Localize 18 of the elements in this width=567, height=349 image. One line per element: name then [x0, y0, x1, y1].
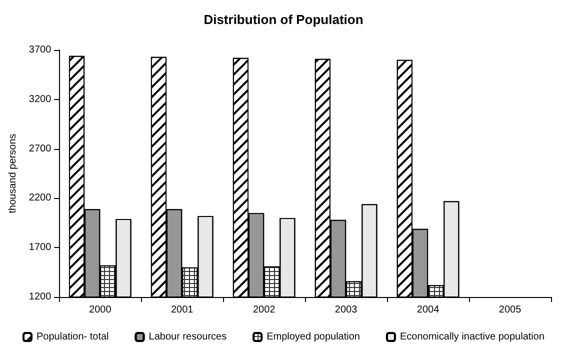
x-tick-label: 2004 — [416, 304, 440, 316]
legend-label: Economically inactive population — [400, 332, 545, 342]
legend-label: Labour resources — [148, 332, 227, 342]
legend-label: Population- total — [36, 332, 109, 342]
y-tick-label: 1200 — [28, 292, 52, 302]
y-tick-label: 2700 — [28, 143, 52, 154]
y-tick-label: 3700 — [28, 44, 52, 56]
x-tick-label: 2002 — [252, 304, 276, 316]
x-tick-label: 2003 — [334, 304, 358, 316]
x-tick-label: 2005 — [498, 304, 522, 316]
y-tick-label: 3200 — [28, 94, 52, 105]
chart-title: Distribution of Population — [204, 12, 364, 27]
legend-label: Employed population — [266, 332, 360, 342]
x-tick-label: 2001 — [170, 304, 194, 316]
x-tick-label: 2000 — [89, 304, 112, 316]
y-axis-title: thousand persons — [8, 134, 18, 214]
y-tick-label: 1700 — [28, 242, 52, 254]
y-tick-label: 2200 — [28, 192, 52, 204]
